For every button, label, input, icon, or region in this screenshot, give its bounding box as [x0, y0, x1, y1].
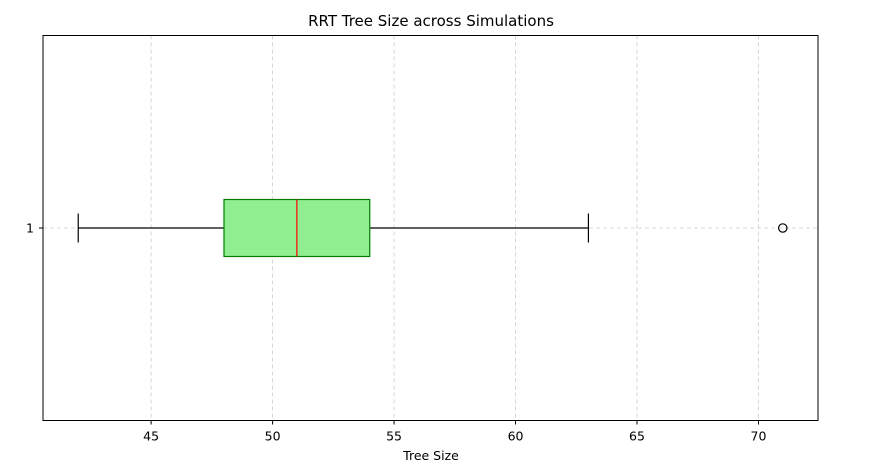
chart-title: RRT Tree Size across Simulations: [308, 12, 554, 30]
x-tick-label: 70: [751, 429, 767, 444]
x-tick-label: 45: [143, 429, 159, 444]
box-layer: [77, 198, 788, 258]
y-axis: 1: [26, 221, 43, 236]
outlier-point: [777, 223, 788, 233]
x-axis: 45 50 55 60 65 70: [143, 420, 767, 444]
x-tick-label: 55: [386, 429, 402, 444]
x-axis-label: Tree Size: [402, 448, 459, 463]
x-tick-label: 60: [508, 429, 524, 444]
x-tick-label: 65: [629, 429, 645, 444]
box-group: [77, 198, 788, 258]
y-tick-label: 1: [26, 221, 34, 236]
x-tick-label: 50: [265, 429, 281, 444]
